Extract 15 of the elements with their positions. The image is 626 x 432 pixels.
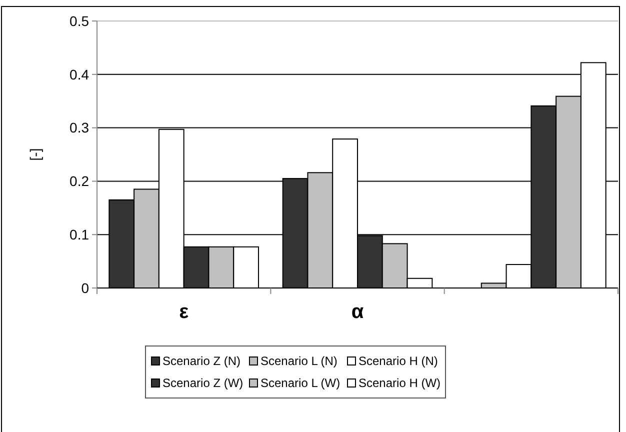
y-tick-label: 0.3 — [70, 120, 90, 136]
y-tick-label: 0.2 — [70, 173, 90, 190]
x-tick-label: α — [351, 301, 364, 323]
y-tick-label: 0.1 — [70, 226, 90, 242]
y-axis-title: [-] — [27, 148, 43, 161]
y-tick-label: 0.5 — [70, 12, 90, 29]
legend-label: Scenario L (N) — [260, 354, 338, 368]
y-tick-label: 0.4 — [70, 66, 90, 82]
legend-label: Scenario H (W) — [358, 376, 441, 390]
legend-label: Scenario H (N) — [358, 354, 438, 368]
x-tick-label: ε — [179, 301, 190, 323]
legend-label: Scenario L (W) — [260, 376, 340, 390]
y-tick-label: 0 — [81, 280, 90, 296]
legend-label: Scenario Z (W) — [162, 376, 244, 390]
legend-label: Scenario Z (N) — [162, 354, 241, 368]
